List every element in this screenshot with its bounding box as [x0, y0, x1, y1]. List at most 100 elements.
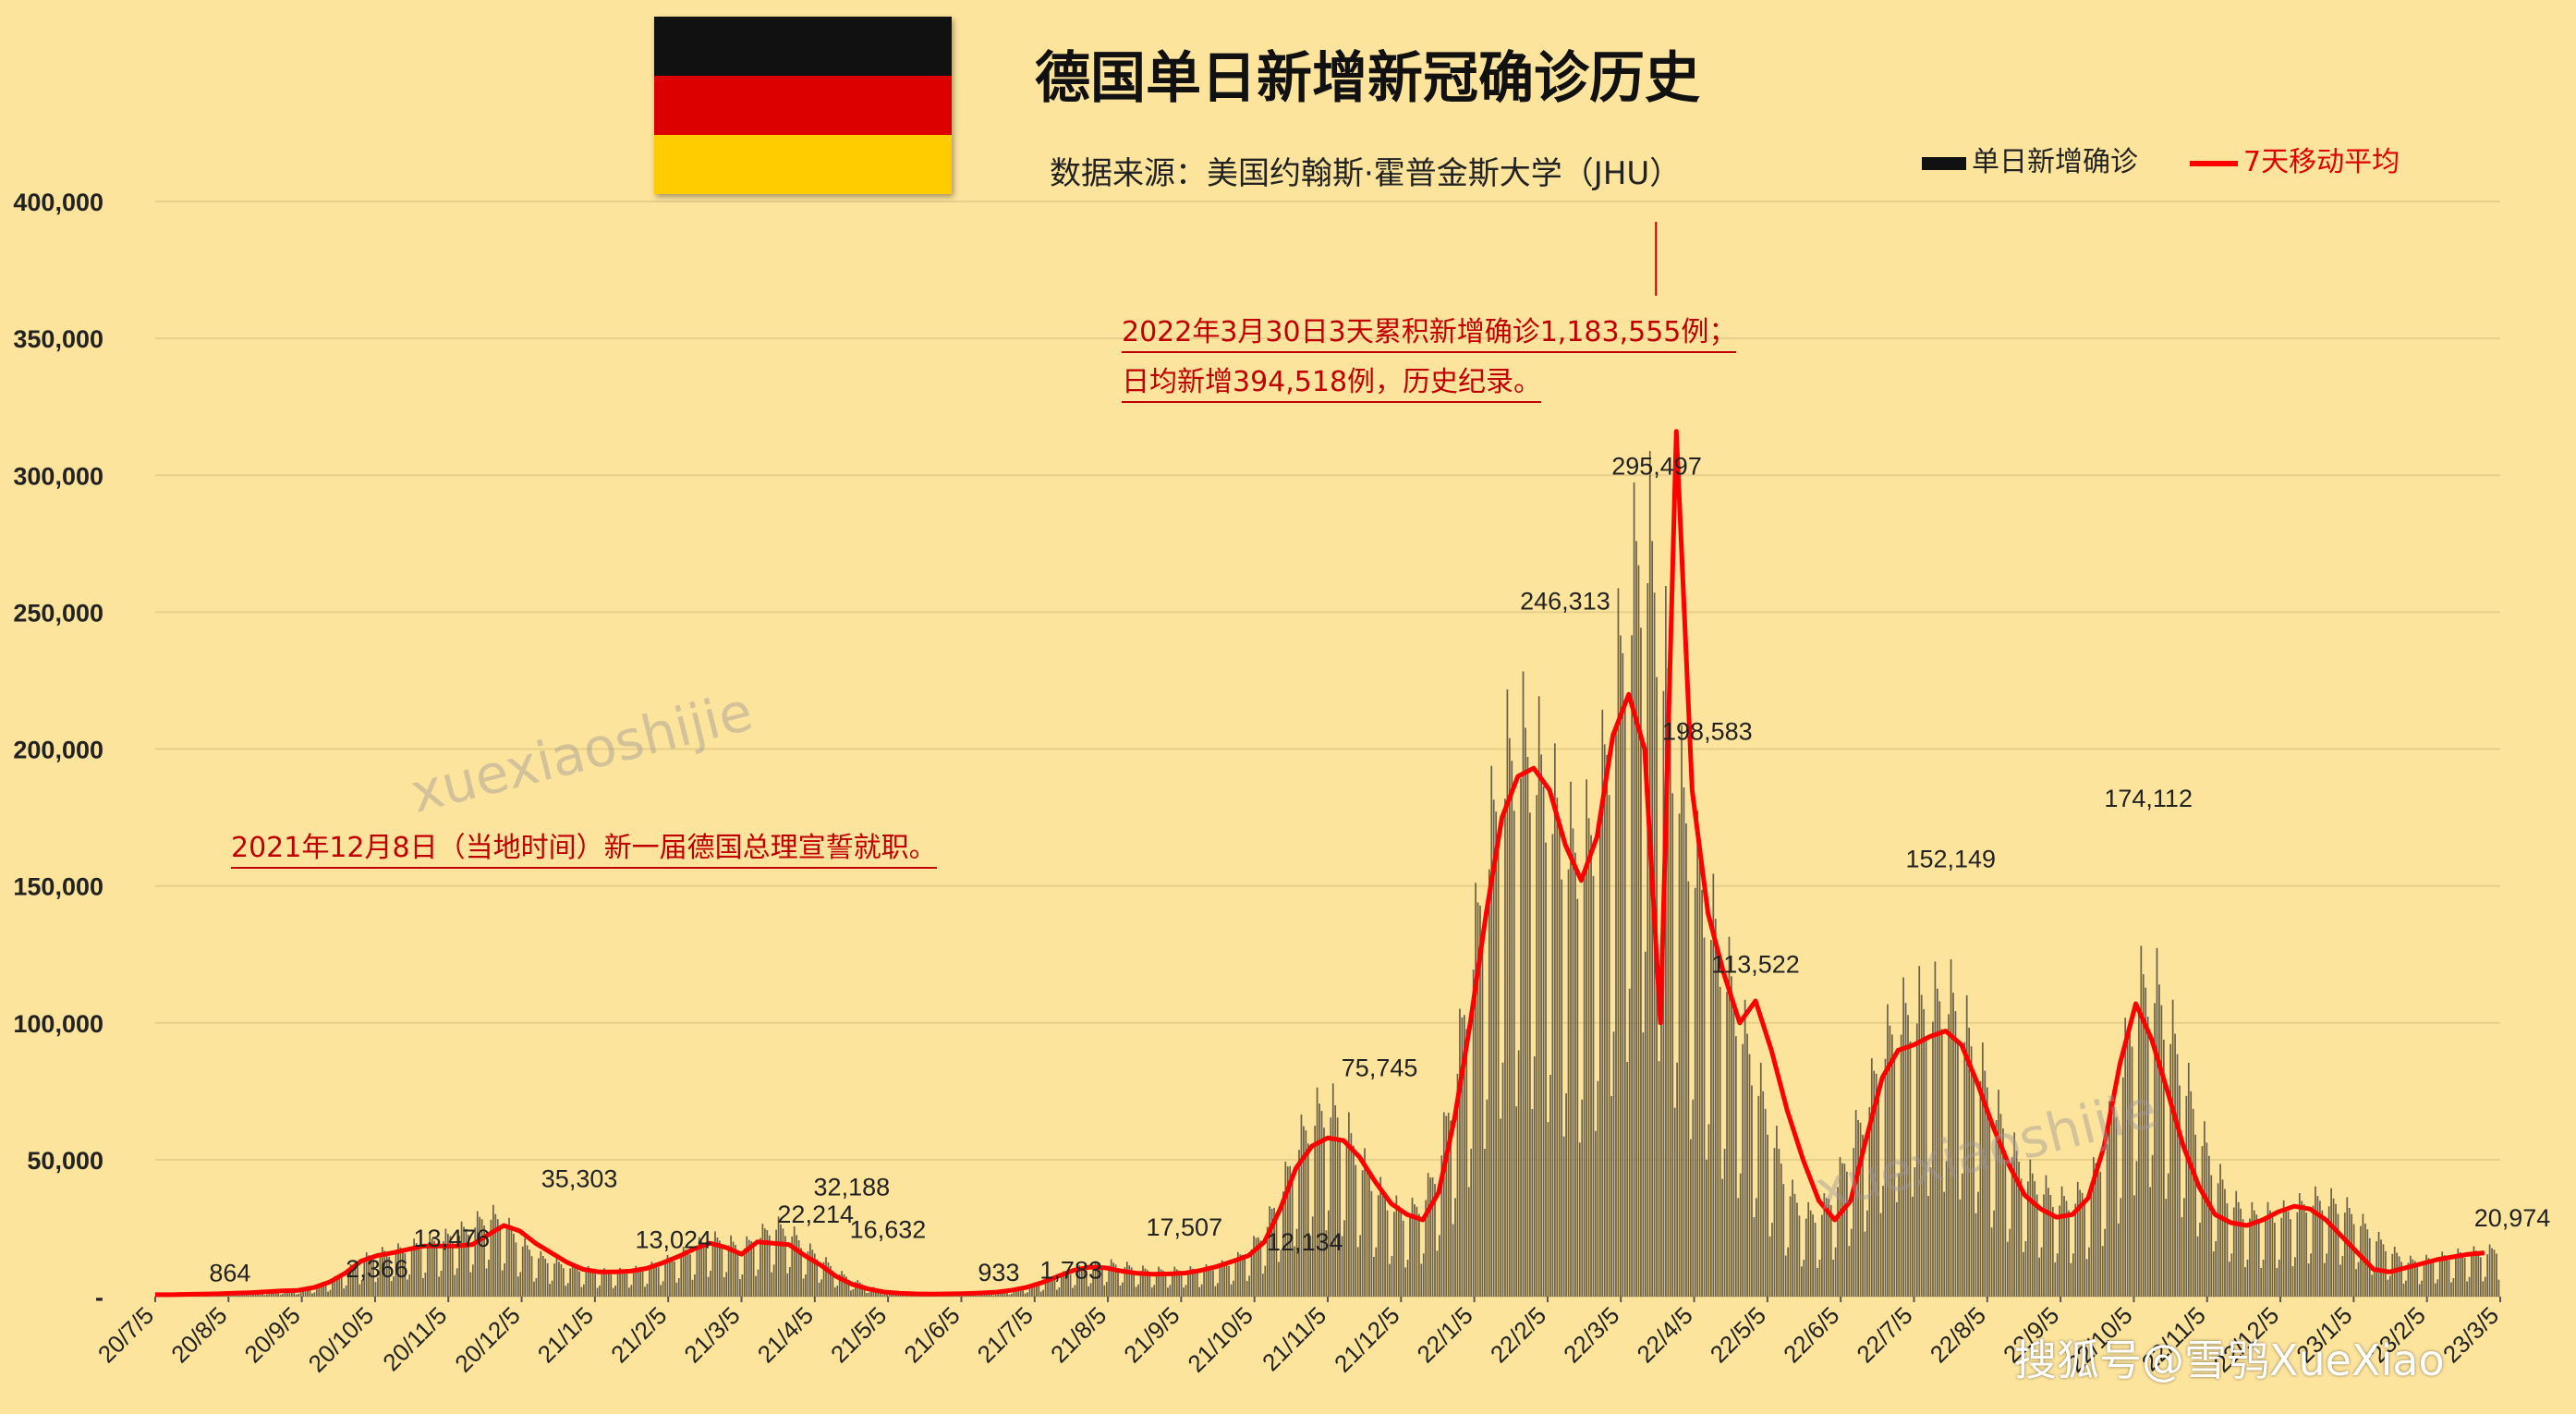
- daily-case-bar: [2291, 1266, 2294, 1297]
- daily-case-bar: [1258, 1237, 1259, 1297]
- daily-case-bar: [1185, 1285, 1187, 1297]
- daily-case-bar: [1447, 1113, 1450, 1297]
- daily-case-bar: [1893, 1056, 1896, 1297]
- daily-case-bar: [1637, 565, 1640, 1297]
- daily-case-bar: [1306, 1143, 1309, 1297]
- daily-case-bar: [338, 1275, 341, 1297]
- data-label: 295,497: [1611, 453, 1702, 481]
- daily-case-bar: [650, 1262, 653, 1297]
- daily-case-bar: [599, 1286, 601, 1297]
- daily-case-bar: [1278, 1262, 1280, 1297]
- data-label: 13,024: [636, 1225, 712, 1253]
- daily-case-bar: [2070, 1262, 2072, 1297]
- daily-case-bar: [816, 1259, 819, 1297]
- daily-case-bar: [451, 1241, 454, 1297]
- daily-case-bar: [1411, 1197, 1414, 1297]
- daily-case-bar: [1194, 1270, 1197, 1297]
- daily-case-bar: [1085, 1270, 1088, 1297]
- daily-case-bar: [1391, 1256, 1393, 1297]
- daily-case-bar: [813, 1253, 816, 1297]
- daily-case-bar: [1325, 1230, 1328, 1297]
- daily-case-bar: [2335, 1203, 2337, 1297]
- daily-case-bar: [261, 1292, 263, 1297]
- daily-case-bar: [2276, 1267, 2278, 1297]
- daily-case-bar: [1601, 709, 1604, 1297]
- daily-case-bar: [1597, 1080, 1599, 1297]
- daily-case-bar: [1848, 1246, 1851, 1297]
- daily-case-bar: [1932, 1021, 1934, 1297]
- daily-case-bar: [674, 1261, 675, 1297]
- daily-case-bar: [334, 1275, 336, 1297]
- daily-case-bar: [519, 1272, 522, 1297]
- daily-case-bar: [1402, 1220, 1404, 1297]
- daily-case-bar: [1175, 1269, 1178, 1297]
- daily-case-bar: [424, 1273, 427, 1297]
- daily-case-bar: [775, 1229, 777, 1297]
- daily-case-bar: [830, 1265, 832, 1297]
- daily-case-bar: [2388, 1275, 2391, 1297]
- daily-case-bar: [1239, 1254, 1242, 1297]
- daily-case-bar: [2149, 1187, 2151, 1297]
- daily-case-bar: [994, 1294, 997, 1297]
- daily-case-bar: [1508, 737, 1511, 1297]
- daily-case-bar: [1284, 1161, 1287, 1297]
- daily-case-bar: [2463, 1258, 2466, 1297]
- daily-case-bar: [1936, 988, 1938, 1297]
- daily-case-bar: [1330, 1117, 1332, 1297]
- daily-case-bar: [755, 1275, 757, 1297]
- daily-case-bar: [431, 1238, 433, 1297]
- daily-case-bar: [576, 1268, 578, 1297]
- daily-case-bar: [302, 1287, 304, 1297]
- daily-case-bar: [1352, 1145, 1355, 1297]
- daily-case-bar: [1633, 482, 1635, 1297]
- daily-case-bar: [2154, 1003, 2156, 1297]
- daily-case-bar: [279, 1294, 282, 1297]
- daily-case-bar: [1158, 1266, 1160, 1297]
- daily-case-bar: [687, 1250, 689, 1297]
- daily-case-bar: [1377, 1195, 1379, 1297]
- daily-case-bar: [1216, 1283, 1219, 1297]
- daily-case-bar: [632, 1271, 635, 1297]
- daily-case-bar: [1784, 1255, 1787, 1297]
- daily-case-bar: [476, 1211, 479, 1297]
- daily-case-bar: [2237, 1201, 2240, 1297]
- daily-case-bar: [1859, 1122, 1862, 1297]
- daily-case-bar: [2068, 1210, 2070, 1297]
- daily-case-bar: [1685, 823, 1687, 1297]
- daily-case-bar: [694, 1274, 696, 1297]
- daily-case-bar: [1282, 1191, 1284, 1297]
- daily-case-bar: [1209, 1267, 1212, 1297]
- daily-case-bar: [652, 1263, 655, 1297]
- daily-case-bar: [1063, 1271, 1065, 1297]
- daily-case-bar: [578, 1271, 580, 1297]
- daily-case-bar: [1171, 1272, 1173, 1297]
- daily-case-bar: [2266, 1201, 2269, 1297]
- daily-case-bar: [1381, 1189, 1384, 1297]
- legend-bar-swatch: [1922, 156, 1966, 170]
- daily-case-bar: [850, 1290, 852, 1297]
- daily-case-bar: [429, 1234, 431, 1297]
- daily-case-bar: [1506, 689, 1509, 1297]
- daily-case-bar: [1501, 1062, 1504, 1297]
- daily-case-bar: [2341, 1256, 2344, 1297]
- daily-case-bar: [540, 1250, 542, 1297]
- daily-case-bar: [551, 1280, 553, 1297]
- daily-case-bar: [1083, 1268, 1086, 1297]
- daily-case-bar: [1361, 1170, 1364, 1297]
- daily-case-bar: [992, 1295, 995, 1297]
- daily-case-bar: [1108, 1265, 1111, 1297]
- daily-case-bar: [2140, 945, 2143, 1297]
- daily-case-bar: [1757, 1095, 1760, 1297]
- daily-case-bar: [1739, 1173, 1742, 1297]
- daily-case-bar: [739, 1279, 741, 1297]
- daily-case-bar: [1940, 1029, 1943, 1297]
- daily-case-bar: [2303, 1204, 2305, 1297]
- daily-case-bar: [2343, 1213, 2346, 1297]
- daily-case-bar: [1742, 1043, 1744, 1297]
- daily-case-bar: [2436, 1279, 2439, 1297]
- daily-case-bar: [1717, 945, 1719, 1297]
- daily-case-bar: [2059, 1205, 2061, 1297]
- daily-case-bar: [2065, 1201, 2068, 1297]
- x-tick-label: 21/9/5: [1118, 1301, 1185, 1368]
